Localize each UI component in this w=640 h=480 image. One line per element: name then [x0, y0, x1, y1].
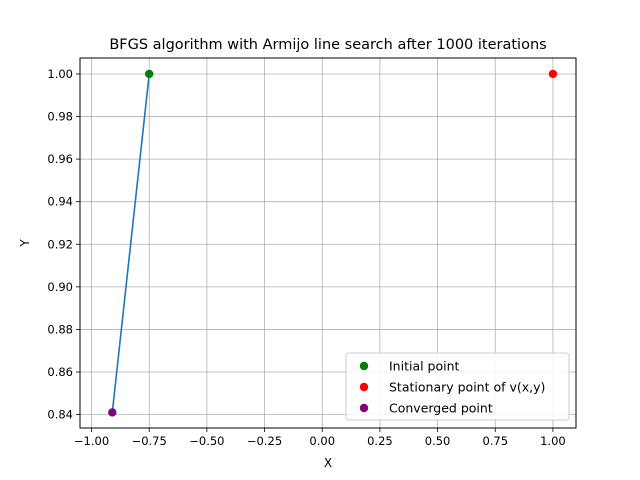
chart-title: BFGS algorithm with Armijo line search a…	[109, 37, 546, 53]
y-axis-label: Y	[18, 239, 32, 248]
path-line	[111, 73, 151, 413]
plot-frame	[79, 57, 577, 429]
series-0-point	[145, 69, 154, 79]
grid-lines	[80, 58, 576, 428]
series-1-point	[548, 69, 558, 79]
legend-entry-label: Converged point	[389, 401, 493, 416]
y-tick-label: 1.00	[47, 67, 73, 81]
x-axis-label: X	[324, 456, 332, 470]
x-axis-ticks: −1.00 −0.75 −0.50 −0.25 0.00 0.25 0.50 0.75 1.00	[74, 428, 566, 448]
legend-marker	[359, 382, 369, 392]
legend: Initial point Stationary point of v(x,y) C…	[345, 352, 570, 421]
x-tick-label: −0.50	[189, 434, 224, 448]
x-tick-label: 1.00	[540, 434, 566, 448]
x-tick-label: 0.75	[482, 434, 508, 448]
x-tick-label: −1.00	[74, 434, 109, 448]
optimization-path	[111, 73, 151, 413]
x-tick-label: 0.25	[367, 434, 393, 448]
y-tick-label: 0.98	[47, 110, 73, 124]
legend-box	[345, 352, 570, 421]
series-2-point	[108, 408, 117, 417]
x-tick-label: −0.75	[132, 434, 167, 448]
legend-entry-label: Stationary point of v(x,y)	[389, 380, 545, 395]
x-tick-label: 0.00	[309, 434, 335, 448]
legend-marker	[359, 361, 369, 371]
x-tick-label: 0.50	[425, 434, 451, 448]
y-tick-label: 0.94	[47, 195, 73, 209]
y-tick-label: 0.86	[47, 365, 73, 379]
legend-marker	[359, 403, 369, 413]
y-tick-label: 0.88	[47, 322, 73, 336]
y-tick-label: 0.92	[47, 237, 73, 251]
y-tick-label: 0.96	[47, 152, 73, 166]
y-tick-label: 0.90	[47, 280, 73, 294]
x-tick-label: −0.25	[247, 434, 282, 448]
scatter-points	[108, 69, 558, 417]
legend-entry-label: Initial point	[389, 359, 460, 374]
y-tick-label: 0.84	[47, 408, 73, 422]
y-axis-ticks: 0.84 0.86 0.88 0.90 0.92 0.94 0.96 0.98 1.00	[47, 67, 80, 422]
